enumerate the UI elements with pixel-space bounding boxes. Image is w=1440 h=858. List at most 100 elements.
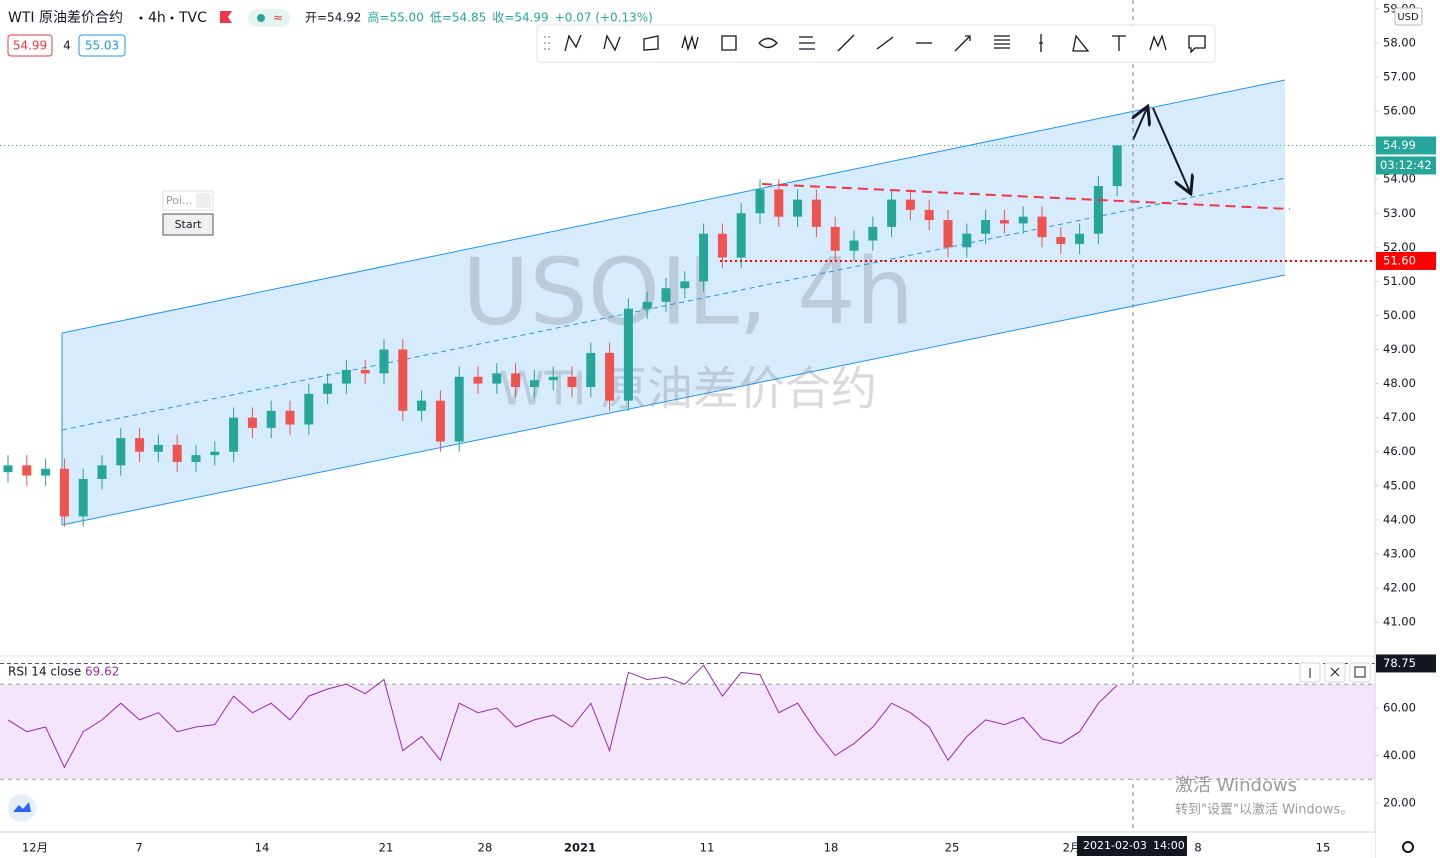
candle-body: [717, 233, 727, 258]
toolbar-button[interactable]: [1180, 27, 1214, 60]
candle-body: [116, 438, 126, 466]
ohlc: 开=54.92 高=55.00 低=54.85 收=54.99 +0.07 (+0.13…: [305, 10, 653, 25]
watermark-subtitle: WTI 原油差价合约: [499, 362, 877, 416]
start-button[interactable]: [162, 213, 214, 236]
candle-body: [981, 220, 991, 234]
candle-body: [623, 308, 633, 401]
candle-body: [680, 281, 690, 289]
level-label: 51.60: [1383, 253, 1416, 267]
ohlc-value: +0.07 (+0.13%): [555, 11, 653, 25]
bid-box[interactable]: [7, 34, 53, 57]
interval: 4h: [148, 10, 166, 26]
currency-box: [1394, 7, 1423, 26]
candle-body: [172, 444, 182, 462]
candle-body: [774, 189, 784, 217]
exchange: TVC: [178, 10, 207, 26]
axes: 41.00 42.00 43.00 44.00 45.00 46.00 47.00 48.00…: [22, 1, 1436, 856]
ohlc-value: 收=54.99: [492, 11, 548, 25]
y-tick-label: 57.00: [1383, 69, 1416, 83]
settings-icon[interactable]: [1402, 841, 1414, 853]
crosshair-date-box: [1077, 836, 1187, 856]
flag-icon[interactable]: [220, 11, 232, 23]
toolbar-button[interactable]: [751, 27, 785, 60]
x-tick-label: 28: [478, 841, 493, 855]
candle-body: [247, 417, 257, 428]
crosshair-date: 2021-02-03: [1083, 839, 1147, 852]
candle-body: [59, 468, 69, 517]
separator-dot: [170, 16, 174, 20]
toolbar-icon: [758, 37, 778, 49]
candle-body: [529, 380, 539, 388]
candle-body: [3, 465, 13, 473]
y-tick-label: 41.00: [1383, 615, 1416, 629]
candle-body: [435, 400, 445, 442]
toolbar-icon: [1149, 33, 1167, 51]
toolbar-icon: [837, 34, 855, 52]
candle-body: [586, 352, 596, 388]
y-tick-label: 52.00: [1383, 240, 1416, 254]
candle-body: [793, 199, 803, 217]
y-tick-label: 50.00: [1383, 308, 1416, 322]
watermark: USOIL, 4h WTI 原油差价合约: [462, 238, 914, 415]
widget-title: Poi...: [166, 194, 193, 207]
candle-body: [511, 373, 521, 388]
candle-body: [266, 410, 276, 428]
status-pill[interactable]: [248, 9, 290, 27]
pane-button-icon: [1330, 667, 1340, 677]
channel-fill: [62, 80, 1285, 525]
candle-body: [548, 376, 558, 381]
candle-body: [811, 199, 821, 227]
toolbar-button[interactable]: [1063, 27, 1097, 60]
y-tick-label: 51.00: [1383, 274, 1416, 288]
crosshair-time: 14:00: [1153, 839, 1185, 852]
candle-body: [341, 369, 351, 384]
ask: 55.03: [85, 39, 119, 53]
candle-body: [999, 220, 1009, 224]
y-tick-label: 42.00: [1383, 580, 1416, 594]
toolbar-button[interactable]: [1141, 27, 1175, 60]
candle-body: [285, 410, 295, 425]
candle-body: [905, 199, 915, 210]
pane-button-icon: [1354, 666, 1366, 678]
toolbar-button[interactable]: [556, 27, 590, 60]
ohlc-value: 低=54.85: [430, 11, 486, 25]
x-tick-label: 12月: [22, 841, 48, 855]
candle-body: [417, 400, 427, 411]
toolbar-button[interactable]: [634, 27, 668, 60]
candle-body: [605, 352, 615, 401]
x-tick-label: 2021: [564, 841, 596, 855]
candle-body: [323, 383, 333, 394]
x-tick-label: 18: [824, 841, 839, 855]
toolbar-icon: [1039, 34, 1043, 52]
candle-body: [492, 373, 502, 384]
candle-body: [398, 349, 408, 411]
candle-body: [1112, 145, 1122, 187]
os-notice-title: 激活 Windows: [1175, 775, 1297, 796]
x-tick-label: 25: [945, 841, 960, 855]
toolbar-button[interactable]: [712, 27, 746, 60]
y-tick-label: 47.00: [1383, 410, 1416, 424]
pane-button[interactable]: [1349, 662, 1371, 683]
y-tick-label: 49.00: [1383, 342, 1416, 356]
status-dot: [257, 14, 265, 22]
currency: USD: [1397, 12, 1419, 23]
toolbar-icon: [994, 35, 1010, 49]
spread: 4: [63, 39, 71, 53]
candle-body: [229, 417, 239, 452]
candle-body: [97, 465, 107, 479]
resistance-line: [761, 183, 1291, 210]
ask-box[interactable]: [78, 34, 126, 57]
candle-body: [755, 189, 765, 214]
widget-close[interactable]: [196, 193, 211, 208]
rsi-band: [0, 684, 1375, 780]
level-box: [1376, 251, 1436, 270]
x-tick-label: 7: [135, 841, 142, 855]
toolbar-icon: [603, 34, 621, 52]
candle-body: [849, 240, 859, 251]
channel-upper: [61, 79, 1286, 334]
y-tick-label: 45.00: [1383, 478, 1416, 492]
candle-body: [135, 438, 145, 452]
candle-body: [924, 209, 934, 221]
rsi-y-tick-label: 40.00: [1383, 748, 1416, 762]
candle-body: [736, 213, 746, 258]
